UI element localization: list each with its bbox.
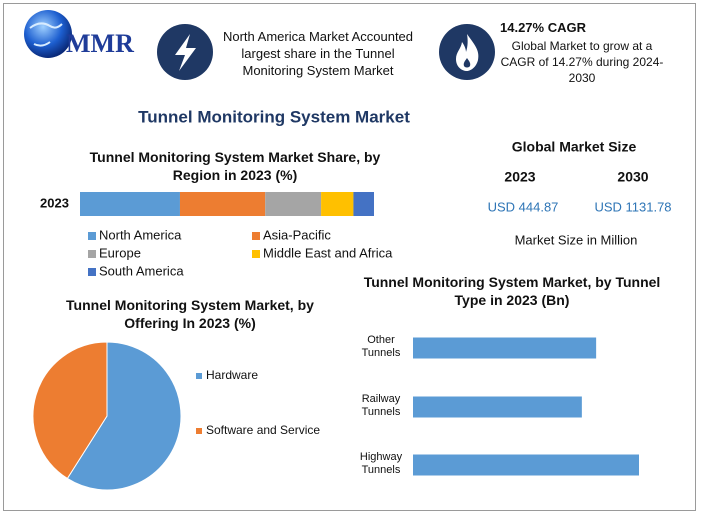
legend-swatch (88, 250, 96, 258)
y-tick-label: Other Tunnels (361, 334, 401, 359)
logo-globe-lines (29, 22, 63, 47)
market-size-title: Global Market Size (512, 139, 637, 155)
legend-label: South America (99, 263, 184, 278)
chart-title: Tunnel Monitoring System Market, by Tunn… (363, 274, 661, 308)
fact-text: North America Market Accounted largest s… (222, 29, 414, 78)
y-tick-label: Highway Tunnels (359, 451, 403, 476)
legend-swatch (196, 373, 202, 379)
frame (3, 3, 696, 511)
logo-globe (24, 10, 72, 58)
lightning-icon (175, 34, 196, 71)
fact-title: 14.27% CAGR (500, 20, 586, 35)
chart-title: Tunnel Monitoring System Market, by Offe… (66, 297, 314, 331)
bar-segment (265, 192, 322, 216)
legend-swatch (88, 232, 96, 240)
legend-label: Software and Service (206, 423, 320, 437)
pie-slice (66, 341, 182, 491)
bar-segment (321, 192, 354, 216)
legend-swatch (88, 268, 96, 276)
legend-label: Asia-Pacific (263, 227, 331, 242)
y-tick-label: 2023 (40, 195, 69, 210)
market-size-value: USD 444.87 (488, 199, 559, 214)
fact-text: Global Market to grow at a CAGR of 14.27… (500, 39, 664, 85)
chart-title: Tunnel Monitoring System Market Share, b… (89, 149, 381, 183)
legend-swatch (252, 232, 260, 240)
bar (413, 396, 582, 418)
flame-icon (456, 34, 479, 71)
main-title: Tunnel Monitoring System Market (138, 107, 410, 126)
bar-segment (353, 192, 374, 216)
bar (413, 337, 597, 359)
y-tick-label: Railway Tunnels (361, 393, 401, 418)
logo-text: MMR (66, 29, 134, 58)
legend-label: Middle East and Africa (263, 245, 393, 260)
bar (413, 454, 639, 476)
legend-label: Hardware (206, 368, 258, 382)
market-size-year: 2023 (504, 169, 535, 185)
legend-label: Europe (99, 245, 141, 260)
market-size-value: USD 1131.78 (594, 199, 671, 214)
legend-swatch (196, 428, 202, 434)
legend-label: North America (99, 227, 182, 242)
market-size-note: Market Size in Million (515, 232, 638, 247)
legend-swatch (252, 250, 260, 258)
market-size-year: 2030 (617, 169, 648, 185)
bar-segment (80, 192, 180, 216)
bar-segment (179, 192, 266, 216)
pie-slice (32, 341, 108, 480)
